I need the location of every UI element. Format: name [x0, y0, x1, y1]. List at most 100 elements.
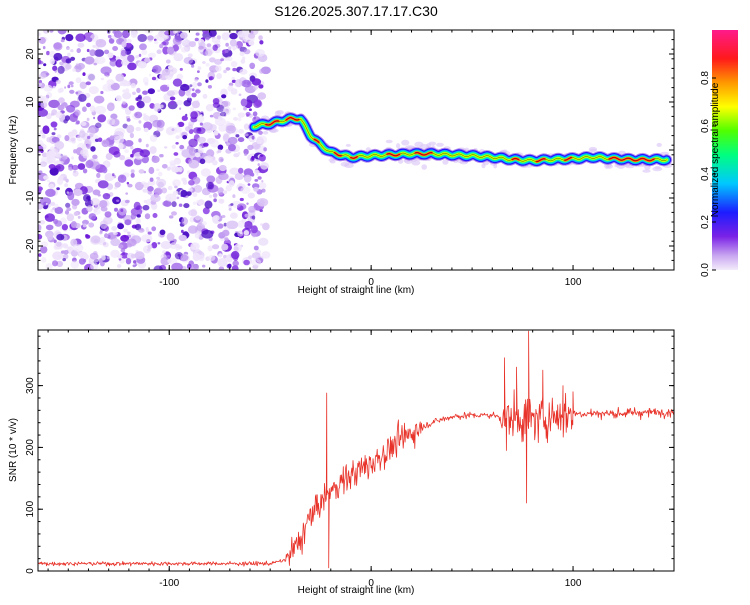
noise-blob [177, 121, 185, 127]
noise-blob [218, 253, 223, 258]
noise-blob [151, 155, 160, 163]
noise-blob [141, 49, 148, 56]
noise-blob [235, 134, 240, 138]
noise-blob [41, 152, 48, 157]
noise-blob [115, 73, 125, 82]
noise-blob [113, 135, 125, 144]
noise-blob [237, 220, 245, 228]
noise-blob [119, 81, 124, 87]
noise-blob [126, 118, 131, 122]
noise-blob [120, 248, 126, 253]
noise-blob [39, 82, 42, 86]
noise-blob [138, 228, 145, 233]
noise-blob [251, 155, 255, 161]
y-tick-label: 100 [25, 500, 36, 517]
noise-blob [237, 184, 240, 187]
noise-blob [117, 264, 122, 268]
noise-blob [70, 260, 80, 269]
noise-blob [226, 264, 232, 269]
noise-blob [189, 216, 195, 223]
noise-blob [96, 172, 101, 178]
noise-blob [43, 63, 47, 67]
noise-blob [141, 234, 153, 243]
noise-blob [38, 108, 48, 117]
noise-blob [73, 188, 83, 197]
noise-blob [243, 123, 250, 130]
noise-blob [160, 241, 172, 250]
noise-blob [40, 245, 48, 254]
noise-blob [192, 82, 198, 88]
noise-blob [134, 181, 144, 191]
noise-blob [230, 212, 238, 219]
noise-blob [254, 99, 262, 107]
noise-blob [60, 250, 66, 254]
noise-blob [166, 232, 175, 242]
snr-series-line [38, 330, 674, 569]
noise-blob [234, 173, 244, 180]
noise-blob [259, 40, 264, 45]
noise-blob [174, 185, 178, 189]
noise-blob [166, 254, 171, 258]
noise-blob [250, 225, 258, 234]
noise-blob [122, 89, 126, 93]
noise-blob [229, 167, 240, 175]
noise-blob [149, 134, 158, 142]
noise-blob [50, 201, 56, 206]
noise-blob [225, 125, 236, 134]
noise-blob [71, 198, 80, 206]
noise-blob [191, 64, 195, 68]
noise-blob [153, 103, 162, 112]
noise-blob [186, 263, 192, 270]
noise-blob [238, 182, 243, 188]
noise-blob [258, 84, 264, 89]
x-tick-label: -100 [159, 277, 179, 288]
noise-blob [176, 73, 184, 80]
noise-blob [223, 222, 227, 227]
noise-blob [202, 207, 210, 215]
snr-x-label: Height of straight line (km) [298, 585, 415, 596]
noise-blob [67, 191, 75, 201]
noise-blob [136, 87, 141, 93]
noise-blob [112, 231, 118, 236]
noise-blob [197, 136, 207, 144]
noise-blob [78, 251, 88, 259]
noise-blob [205, 104, 214, 112]
noise-blob [100, 90, 104, 95]
noise-blob [39, 220, 46, 225]
noise-blob [248, 108, 252, 111]
noise-blob [78, 93, 87, 102]
noise-blob [65, 202, 71, 208]
noise-blob [221, 215, 226, 218]
noise-blob [135, 126, 141, 132]
noise-blob [107, 118, 116, 126]
noise-blob [169, 100, 175, 106]
noise-blob [130, 253, 137, 259]
noise-blob [102, 83, 114, 92]
noise-blob [248, 205, 256, 213]
noise-blob [232, 107, 237, 111]
noise-blob [164, 146, 168, 149]
noise-blob [156, 178, 167, 187]
noise-blob [148, 73, 152, 77]
noise-blob [64, 135, 70, 142]
noise-blob [66, 207, 72, 212]
noise-blob [259, 209, 263, 212]
snr-x-ticks: -100 0 100 [47, 330, 675, 589]
noise-blob [133, 201, 141, 211]
noise-blob [84, 148, 88, 153]
noise-blob [92, 189, 101, 196]
noise-blob [147, 186, 154, 192]
noise-blob [225, 42, 229, 47]
noise-blob [181, 217, 188, 226]
noise-blob [94, 56, 106, 65]
noise-blob [76, 48, 81, 54]
noise-blob [92, 154, 98, 160]
halo-blob [274, 110, 281, 117]
noise-blob [224, 237, 229, 241]
noise-blob [124, 159, 134, 167]
noise-blob [80, 121, 87, 127]
noise-blob [38, 234, 43, 240]
noise-blob [149, 146, 157, 154]
